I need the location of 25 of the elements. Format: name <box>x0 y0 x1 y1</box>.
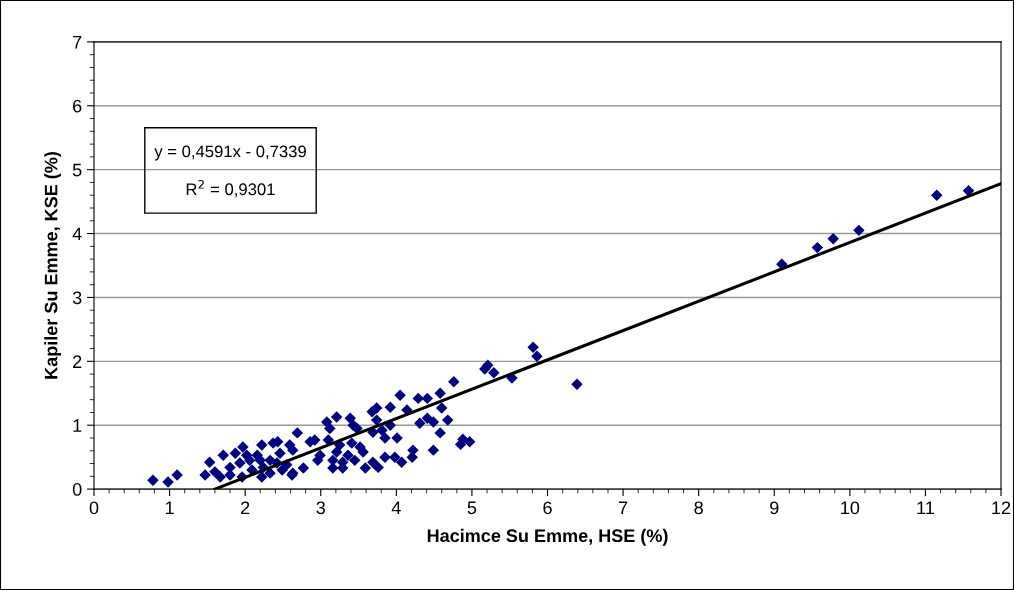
y-tick-label: 7 <box>73 36 82 49</box>
x-tick-label: 5 <box>467 501 477 515</box>
x-tick-label: 11 <box>917 501 934 514</box>
annotation: R$^{2}$ = 0,9301 <box>186 179 275 198</box>
x-tick-label: 7 <box>619 501 628 514</box>
y-tick-label: 2 <box>73 355 82 368</box>
y-tick-label: 5 <box>72 163 82 177</box>
y-tick-label: 4 <box>72 227 82 241</box>
x-tick-label: 9 <box>770 501 779 515</box>
x-tick-label: 6 <box>543 501 552 515</box>
x-tick-label: 8 <box>694 501 703 515</box>
y-tick-label: 1 <box>73 419 82 432</box>
x-tick-label: 3 <box>316 501 325 515</box>
y-tick-label: 6 <box>73 99 82 113</box>
y-axis-title: Kapiler Su Emme, KSE (%) <box>44 152 62 379</box>
annotation: y = 0,4591x - 0,7339 <box>154 145 306 161</box>
x-axis-title: Hacimce Su Emme, HSE (%) <box>427 528 668 546</box>
x-tick-label: 4 <box>391 501 401 514</box>
x-tick-label: 10 <box>841 501 860 515</box>
x-tick-label: 1 <box>165 501 174 514</box>
x-tick-label: 2 <box>241 501 250 514</box>
y-tick-label: 3 <box>72 291 82 305</box>
x-tick-label: 0 <box>89 501 99 515</box>
y-tick-label: 0 <box>72 483 82 496</box>
x-tick-label: 12 <box>992 501 1011 514</box>
